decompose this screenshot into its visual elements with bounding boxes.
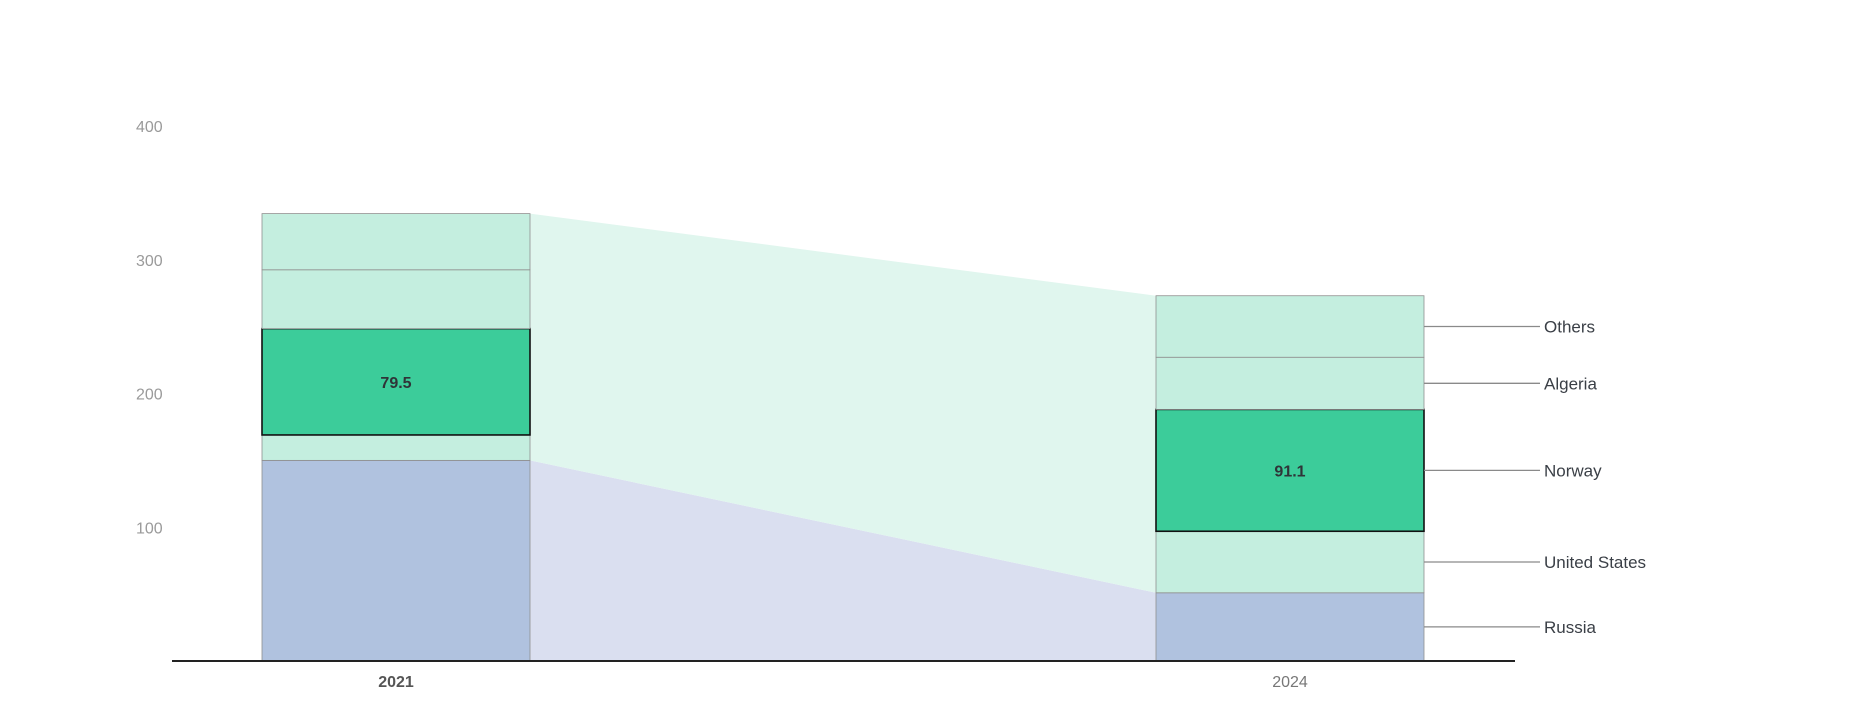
y-tick-label: 100	[136, 520, 163, 537]
bar-stacks	[261, 213, 1425, 662]
y-tick-label: 300	[136, 253, 163, 270]
connector-russia	[530, 460, 1156, 661]
bar-segment-norway-2021	[261, 327, 531, 436]
bar-segment-algeria-2021	[261, 269, 531, 330]
bar-segment-russia-2021	[261, 459, 531, 662]
bar-segment-united-states-2024	[1155, 530, 1425, 594]
data-labels: 79.5 91.1	[380, 375, 1305, 481]
y-tick-label: 400	[136, 119, 163, 136]
legend-label-norway: Norway	[1544, 461, 1602, 480]
bar-segment-algeria-2024	[1155, 356, 1425, 410]
bar-segment-russia-2024	[1155, 592, 1425, 662]
bar-segment-united-states-2021	[261, 434, 531, 461]
connector-areas	[530, 213, 1156, 661]
legend-label-russia: Russia	[1544, 618, 1597, 637]
x-tick-label-2024: 2024	[1272, 674, 1308, 691]
x-axis: 2021 2024	[378, 674, 1308, 691]
data-label-2024: 91.1	[1274, 463, 1305, 480]
bar-segment-others-2024	[1155, 295, 1425, 358]
legend-label-algeria: Algeria	[1544, 374, 1597, 393]
y-axis: 100 200 300 400	[136, 119, 163, 537]
legend-label-others: Others	[1544, 317, 1595, 336]
bar-segment-others-2021	[261, 213, 531, 271]
data-label-2021: 79.5	[380, 375, 411, 392]
legend-label-united-states: United States	[1544, 553, 1646, 572]
x-tick-label-2021: 2021	[378, 674, 414, 691]
y-tick-label: 200	[136, 387, 163, 404]
connector-others-group	[530, 213, 1156, 593]
legend: Russia United States Norway Algeria Others	[1424, 317, 1646, 637]
